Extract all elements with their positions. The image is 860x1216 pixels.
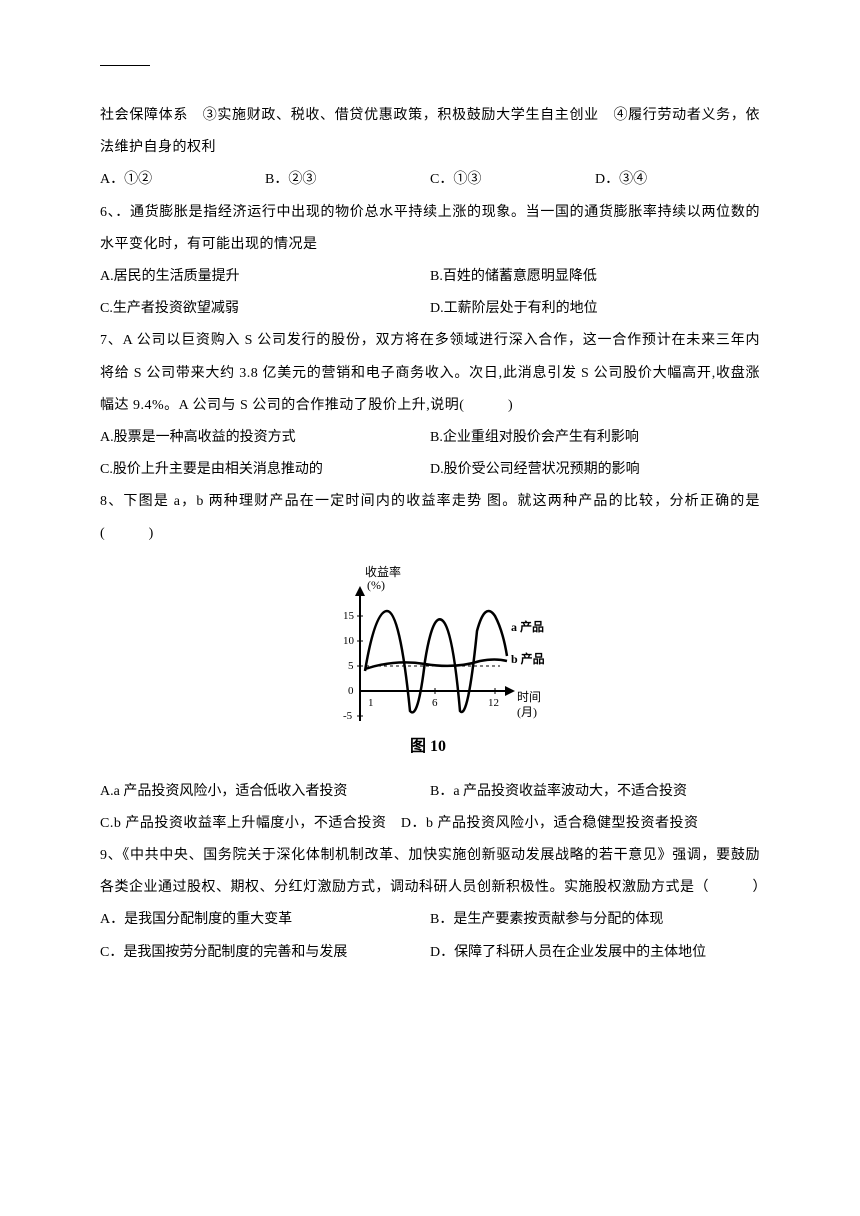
intro-continuation-text: 社会保障体系 ③实施财政、税收、借贷优惠政策，积极鼓励大学生自主创业 ④履行劳动…: [100, 100, 760, 164]
q8-option-c-d: C.b 产品投资收益率上升幅度小，不适合投资 D．b 产品投资风险小，适合稳健型…: [100, 808, 760, 840]
xtick-6: 6: [432, 697, 438, 709]
q7-options-row1: A.股票是一种高收益的投资方式 B.企业重组对股价会产生有利影响: [100, 422, 760, 454]
q6-text: 6、．通货膨胀是指经济运行中出现的物价总水平持续上涨的现象。当一国的通货膨胀率持…: [100, 197, 760, 261]
ytick-5: 5: [348, 660, 354, 672]
q7-option-c: C.股价上升主要是由相关消息推动的: [100, 454, 430, 486]
q9-option-d: D．保障了科研人员在企业发展中的主体地位: [430, 937, 760, 969]
q7-option-d: D.股价受公司经营状况预期的影响: [430, 454, 760, 486]
ytick-neg5: -5: [343, 710, 353, 722]
yield-chart: 收益率 (%) 15 10 5 0 -5 1 6 12 时间 (月) a 产品 …: [305, 561, 555, 771]
q8-text: 8、下图是 a，b 两种理财产品在一定时间内的收益率走势 图。就这两种产品的比较…: [100, 486, 760, 550]
q8-option-d: D．b 产品投资风险小，适合稳健型投资者投资: [401, 816, 699, 831]
q6-option-d: D.工薪阶层处于有利的地位: [430, 293, 760, 325]
line-b: [365, 659, 507, 669]
y-axis-label-2: (%): [367, 578, 385, 592]
q8-option-b: B．a 产品投资收益率波动大，不适合投资: [430, 776, 760, 808]
y-axis-arrow: [355, 586, 365, 596]
ytick-15: 15: [343, 610, 355, 622]
q9-option-a: A．是我国分配制度的重大变革: [100, 904, 430, 936]
label-a: a 产品: [511, 619, 544, 634]
x-axis-label-1: 时间: [517, 690, 541, 704]
x-axis-label-2: (月): [517, 705, 537, 719]
q7-option-a: A.股票是一种高收益的投资方式: [100, 422, 430, 454]
q8-options-row1: A.a 产品投资风险小，适合低收入者投资 B．a 产品投资收益率波动大，不适合投…: [100, 776, 760, 808]
option-c: C．①③: [430, 164, 595, 196]
q9-option-b: B．是生产要素按贡献参与分配的体现: [430, 904, 760, 936]
ytick-0: 0: [348, 685, 354, 697]
xtick-12: 12: [488, 697, 499, 709]
x-axis-arrow: [505, 686, 515, 696]
chart-caption: 图 10: [410, 737, 446, 755]
q6-option-a: A.居民的生活质量提升: [100, 261, 430, 293]
chart-container: 收益率 (%) 15 10 5 0 -5 1 6 12 时间 (月) a 产品 …: [100, 561, 760, 771]
option-d: D．③④: [595, 164, 760, 196]
q7-options-row2: C.股价上升主要是由相关消息推动的 D.股价受公司经营状况预期的影响: [100, 454, 760, 486]
q9-text: 9、《中共中央、国务院关于深化体制机制改革、加快实施创新驱动发展战略的若干意见》…: [100, 840, 760, 904]
q9-options-row2: C．是我国按劳分配制度的完善和与发展 D．保障了科研人员在企业发展中的主体地位: [100, 937, 760, 969]
q8-option-a: A.a 产品投资风险小，适合低收入者投资: [100, 776, 430, 808]
y-axis-label-1: 收益率: [365, 564, 401, 579]
q7-text: 7、A 公司以巨资购入 S 公司发行的股份，双方将在多领域进行深入合作，这一合作…: [100, 325, 760, 422]
intro-options: A．①② B．②③ C．①③ D．③④: [100, 164, 760, 196]
q6-options-row1: A.居民的生活质量提升 B.百姓的储蓄意愿明显降低: [100, 261, 760, 293]
ytick-10: 10: [343, 635, 355, 647]
q7-option-b: B.企业重组对股价会产生有利影响: [430, 422, 760, 454]
header-rule: [100, 65, 150, 66]
q6-option-b: B.百姓的储蓄意愿明显降低: [430, 261, 760, 293]
label-b: b 产品: [511, 651, 545, 666]
q9-option-c: C．是我国按劳分配制度的完善和与发展: [100, 937, 430, 969]
q9-options-row1: A．是我国分配制度的重大变革 B．是生产要素按贡献参与分配的体现: [100, 904, 760, 936]
option-a: A．①②: [100, 164, 265, 196]
q6-options-row2: C.生产者投资欲望减弱 D.工薪阶层处于有利的地位: [100, 293, 760, 325]
q8-option-c: C.b 产品投资收益率上升幅度小，不适合投资: [100, 816, 386, 831]
option-b: B．②③: [265, 164, 430, 196]
q6-option-c: C.生产者投资欲望减弱: [100, 293, 430, 325]
xtick-1: 1: [368, 697, 374, 709]
